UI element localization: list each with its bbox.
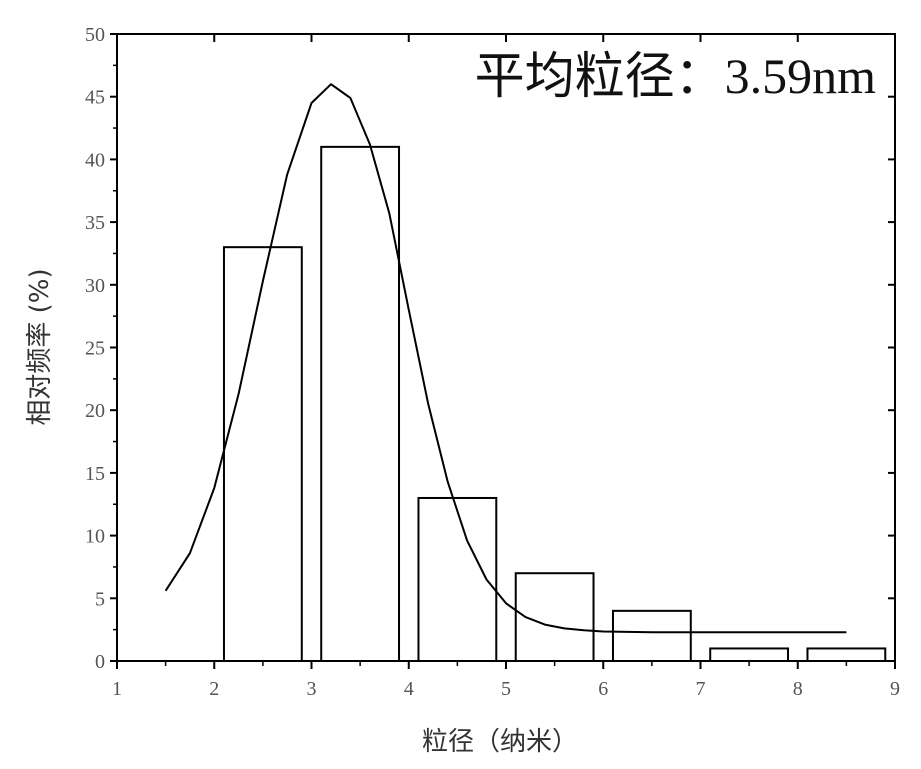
x-tick-label-3: 3	[307, 678, 317, 700]
y-tick-label-40: 40	[85, 149, 105, 171]
histogram-bar-7	[807, 648, 885, 661]
x-axis-title: 粒径（纳米）	[422, 727, 578, 757]
x-tick-label-4: 4	[404, 678, 414, 700]
mean-size-annotation: 平均粒径：3.59nm	[475, 48, 876, 104]
y-tick-label-25: 25	[85, 338, 105, 360]
bars-layer	[224, 147, 885, 661]
histogram-bar-1	[224, 247, 302, 661]
x-tick-label-2: 2	[209, 678, 219, 700]
y-tick-label-15: 15	[85, 463, 105, 485]
y-tick-label-10: 10	[85, 526, 105, 548]
y-tick-label-35: 35	[85, 212, 105, 234]
x-tick-label-5: 5	[501, 678, 511, 700]
y-axis-title: 相对频率 (%)	[25, 268, 55, 425]
y-tick-label-0: 0	[95, 651, 105, 673]
histogram-bar-3	[418, 498, 496, 661]
x-tick-label-9: 9	[890, 678, 900, 700]
histogram-bar-2	[321, 147, 399, 661]
y-tick-label-45: 45	[85, 87, 105, 109]
x-tick-label-6: 6	[598, 678, 608, 700]
y-tick-label-30: 30	[85, 275, 105, 297]
y-tick-label-5: 5	[95, 588, 105, 610]
y-tick-label-20: 20	[85, 400, 105, 422]
y-tick-label-50: 50	[85, 24, 105, 46]
histogram-bar-5	[613, 611, 691, 661]
x-tick-label-7: 7	[696, 678, 706, 700]
x-tick-label-8: 8	[793, 678, 803, 700]
x-tick-label-1: 1	[112, 678, 122, 700]
histogram-bar-6	[710, 648, 788, 661]
